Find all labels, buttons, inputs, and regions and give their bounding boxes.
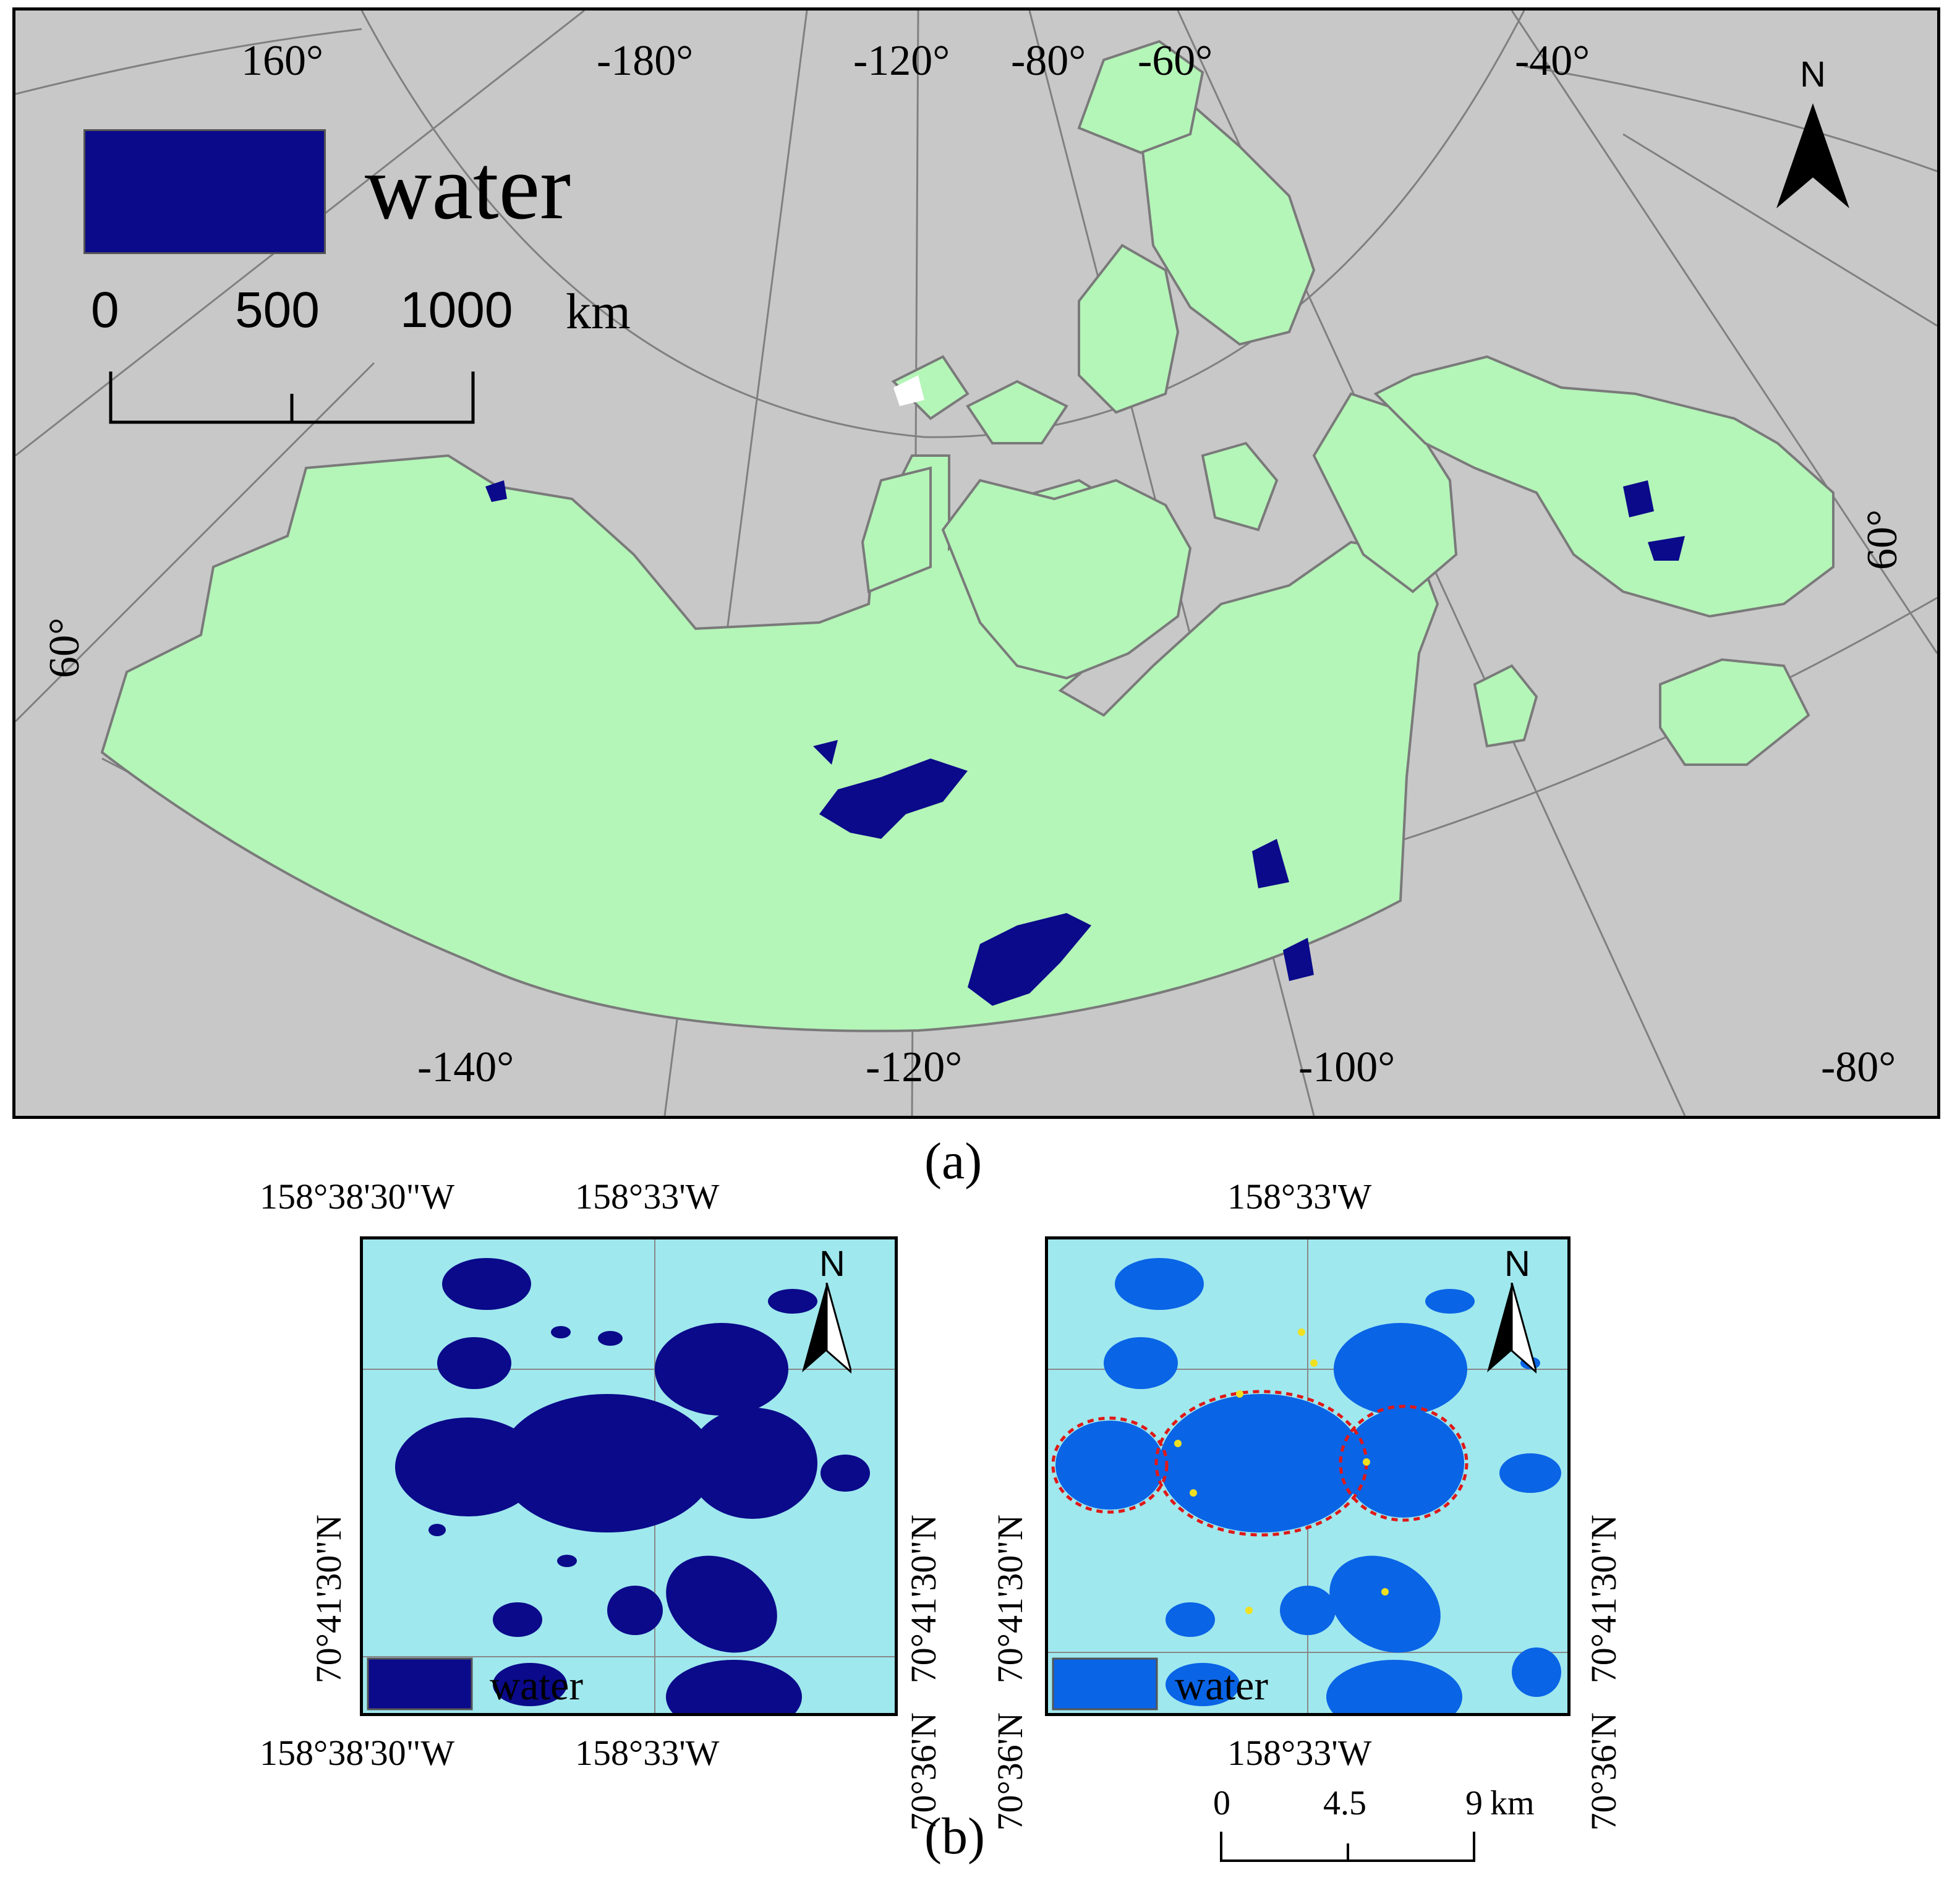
lake-small-1 (813, 740, 838, 765)
mainland (100, 454, 1439, 1032)
b-right-lon-bottom: 158°33'W (1227, 1733, 1372, 1773)
ice-patch (893, 375, 924, 406)
b-left-lon-bottom-2: 158°33'W (575, 1733, 720, 1773)
lon-label-top-1: 160° (241, 37, 323, 85)
lon-label-bottom-2: -120° (866, 1043, 963, 1091)
b-right-lon-top: 158°33'W (1227, 1176, 1372, 1217)
b-right-lat-left-2: 70°36'N (990, 1712, 1030, 1831)
right-north-arrow-icon (1487, 1283, 1536, 1374)
lon-label-top-6: -40° (1515, 37, 1590, 85)
latitude-circle-inner (360, 11, 1525, 438)
lon-label-top-4: -80° (1011, 37, 1086, 85)
lon-label-top-5: -60° (1138, 37, 1213, 85)
b-right-lat-left-1: 70°41'30"N (990, 1515, 1030, 1684)
lon-label-bottom-4: -80° (1821, 1043, 1896, 1091)
victoria-island (941, 478, 1192, 680)
ellesmere-island (1139, 101, 1316, 346)
scale-unit: km (566, 283, 631, 339)
lon-label-top-2: -180° (597, 37, 694, 85)
caption-b: (b) (924, 1808, 985, 1865)
lon-label-bottom-1: -140° (417, 1043, 514, 1091)
b-left-lat-left: 70°41'30"N (309, 1515, 349, 1684)
lake-small-4 (485, 480, 507, 502)
scale-bar (109, 372, 475, 424)
great-slave-lake (819, 759, 968, 839)
island-mid-3 (891, 355, 970, 420)
lake-small-3 (1283, 938, 1314, 981)
left-legend-swatch (367, 1657, 473, 1711)
right-markers (1174, 1328, 1389, 1614)
island-baffin-west (1312, 392, 1458, 593)
latitude-circle-outer-left (15, 28, 362, 95)
island-mid-1 (1078, 244, 1180, 414)
b-scale-bar (1220, 1832, 1475, 1862)
right-legend-swatch (1052, 1657, 1158, 1711)
lake-baffin-1 (1623, 480, 1654, 517)
right-north-label: N (1504, 1244, 1530, 1284)
caption-a: (a) (924, 1133, 982, 1190)
scale-tick-500: 500 (235, 282, 320, 338)
right-legend-label: water (1175, 1662, 1269, 1709)
water-bodies (485, 480, 1685, 1006)
lake-baffin-2 (1648, 536, 1685, 561)
lon-label-bottom-3: -100° (1298, 1043, 1396, 1091)
overview-map-canvas (15, 11, 1937, 1116)
left-north-label: N (819, 1244, 845, 1284)
meridian-8 (1622, 133, 1937, 327)
b-left-lon-top-2: 158°33'W (575, 1176, 720, 1217)
b-scale-tick-9: 9 (1465, 1784, 1483, 1822)
legend-label-water: water (365, 136, 571, 239)
scale-tick-0: 0 (91, 282, 119, 338)
legend-swatch-water (83, 129, 326, 254)
island-small-east (1473, 664, 1538, 748)
detail-map-left-canvas (363, 1239, 895, 1713)
island-mid-4 (1201, 441, 1279, 532)
lat-label-right: 60° (1859, 509, 1906, 570)
baffin-island (1373, 355, 1835, 618)
land-areas (100, 40, 1835, 1032)
north-arrow-icon (1776, 103, 1849, 208)
latitude-circle-outer-right (1524, 65, 1937, 172)
meridian-7 (1511, 11, 1937, 654)
lat-label-left: 60° (41, 618, 88, 678)
b-right-lat-right-2: 70°36'N (1583, 1712, 1624, 1831)
left-water-lakes (395, 1258, 870, 1713)
b-left-lon-bottom-1: 158°38'30"W (260, 1733, 455, 1773)
detail-map-left: water N (360, 1236, 898, 1716)
b-left-lon-top-1: 158°38'30"W (260, 1176, 455, 1217)
detail-map-right: water N (1045, 1236, 1571, 1716)
overview-map: water 0 500 1000 km N 160° -180° -120° -… (12, 7, 1940, 1119)
b-right-lat-right-1: 70°41'30"N (1583, 1515, 1624, 1684)
ellesmere-north (1077, 40, 1204, 155)
b-left-lat-right-1: 70°41'30"N (903, 1515, 944, 1684)
left-legend-label: water (490, 1662, 584, 1709)
scale-tick-1000: 1000 (400, 282, 513, 338)
north-arrow-label: N (1800, 54, 1826, 95)
victoria-island-west (861, 466, 932, 593)
lake-athabasca (968, 913, 1091, 1006)
b-scale-unit: km (1490, 1784, 1535, 1822)
lake-small-2 (1252, 839, 1289, 888)
island-mid-2 (966, 380, 1068, 444)
b-scale-tick-0: 0 (1213, 1784, 1230, 1822)
lon-label-top-3: -120° (853, 37, 950, 85)
b-scale-tick-mid: 4.5 (1323, 1784, 1366, 1822)
island-southeast (1659, 658, 1810, 766)
left-north-arrow-icon (802, 1283, 851, 1374)
